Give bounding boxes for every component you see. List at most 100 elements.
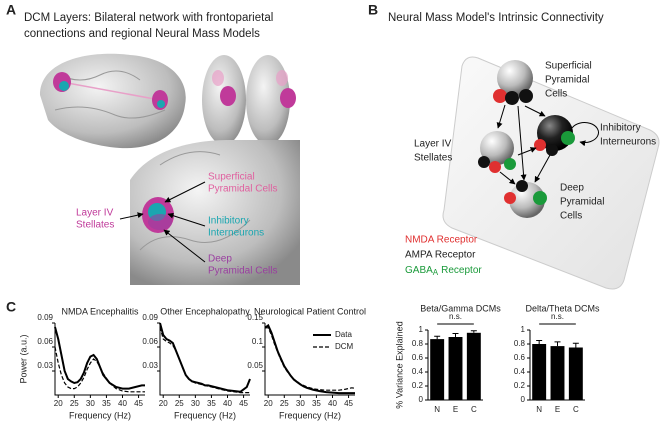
y-axis-label: Power (a.u.) bbox=[18, 334, 28, 383]
y-tick-label: 0 bbox=[419, 395, 424, 404]
x-tick-label: 45 bbox=[344, 399, 353, 408]
x-tick-label: 45 bbox=[134, 399, 143, 408]
neural-mass-diagram bbox=[442, 56, 660, 290]
x-tick-label: 20 bbox=[54, 399, 63, 408]
x-tick-label: C bbox=[573, 405, 579, 414]
label: Cells bbox=[560, 211, 582, 222]
x-tick-label: 30 bbox=[86, 399, 95, 408]
label: Deep bbox=[208, 254, 232, 265]
x-tick-label: 20 bbox=[264, 399, 273, 408]
y-tick-label: 0.05 bbox=[247, 361, 263, 370]
y-tick-label: 0.2 bbox=[412, 381, 424, 390]
x-axis-label: Frequency (Hz) bbox=[174, 410, 236, 420]
y-tick-label: 0.4 bbox=[412, 367, 424, 376]
annotation: n.s. bbox=[449, 312, 462, 321]
label: Cells bbox=[545, 89, 567, 100]
x-axis-label: Frequency (Hz) bbox=[69, 410, 131, 420]
label: Pyramidal Cells bbox=[208, 266, 277, 277]
axis bbox=[54, 323, 145, 396]
data-line bbox=[265, 327, 356, 391]
bar bbox=[430, 339, 445, 400]
y-tick-label: 0.2 bbox=[514, 381, 526, 390]
panel-letter: C bbox=[6, 299, 16, 315]
x-tick-label: 35 bbox=[312, 399, 321, 408]
y-tick-label: 0.8 bbox=[514, 339, 526, 348]
x-tick-label: 40 bbox=[223, 399, 232, 408]
y-tick-label: 0 bbox=[521, 395, 526, 404]
error-bar bbox=[470, 330, 477, 333]
x-tick-label: 25 bbox=[175, 399, 184, 408]
data-line bbox=[54, 326, 145, 390]
x-tick-label: 45 bbox=[239, 399, 248, 408]
legend-label: DCM bbox=[335, 342, 354, 351]
panel-letter: A bbox=[6, 2, 16, 18]
x-axis-label: Frequency (Hz) bbox=[279, 410, 341, 420]
x-tick-label: N bbox=[434, 405, 440, 414]
bar bbox=[532, 344, 547, 400]
y-tick-label: 0.8 bbox=[412, 339, 424, 348]
y-tick-label: 0.1 bbox=[252, 337, 264, 346]
bar bbox=[448, 337, 463, 400]
chart-title: Beta/Gamma DCMs bbox=[420, 303, 501, 313]
panel-title: DCM Layers: Bilateral network with front… bbox=[24, 12, 273, 24]
bar bbox=[568, 347, 583, 400]
receptor-label: GABAA Receptor bbox=[405, 265, 482, 277]
x-tick-label: E bbox=[555, 405, 560, 414]
label: Layer IV bbox=[414, 139, 452, 150]
label: Superficial bbox=[545, 61, 592, 72]
panel-title: connections and regional Neural Mass Mod… bbox=[24, 28, 260, 40]
error-bar bbox=[572, 342, 579, 348]
chart-title: Delta/Theta DCMs bbox=[525, 303, 600, 313]
label: Pyramidal bbox=[545, 75, 589, 86]
x-tick-label: 40 bbox=[328, 399, 337, 408]
label: Stellates bbox=[414, 153, 452, 164]
y-tick-label: 0.03 bbox=[142, 361, 158, 370]
y-tick-label: 0.09 bbox=[142, 313, 158, 322]
y-tick-label: 0.6 bbox=[412, 353, 424, 362]
data-line bbox=[159, 326, 250, 394]
legend-label: Data bbox=[335, 330, 352, 339]
annotation: n.s. bbox=[551, 312, 564, 321]
label: Layer IV bbox=[76, 208, 114, 219]
error-bar bbox=[434, 335, 441, 340]
x-tick-label: 25 bbox=[280, 399, 289, 408]
y-tick-label: 0.09 bbox=[37, 313, 53, 322]
error-bar bbox=[536, 340, 543, 344]
x-tick-label: 30 bbox=[191, 399, 200, 408]
panel-letter: B bbox=[368, 2, 378, 18]
error-bar bbox=[554, 341, 561, 347]
chart-title: NMDA Encephalitis bbox=[61, 306, 139, 316]
y-axis-label: % Variance Explained bbox=[394, 321, 404, 408]
x-tick-label: 20 bbox=[159, 399, 168, 408]
y-tick-label: 0.06 bbox=[142, 337, 158, 346]
panel-title: Neural Mass Model's Intrinsic Connectivi… bbox=[388, 12, 604, 24]
x-tick-label: 40 bbox=[118, 399, 127, 408]
y-tick-label: 0.4 bbox=[514, 367, 526, 376]
x-tick-label: C bbox=[471, 405, 477, 414]
y-tick-label: 0.15 bbox=[247, 313, 263, 322]
y-tick-label: 0.6 bbox=[514, 353, 526, 362]
y-tick-label: 1 bbox=[419, 325, 424, 334]
data-line bbox=[159, 322, 251, 393]
x-tick-label: 35 bbox=[102, 399, 111, 408]
x-tick-label: N bbox=[536, 405, 542, 414]
receptor-label: AMPA Receptor bbox=[405, 250, 476, 261]
label: Deep bbox=[560, 183, 584, 194]
label: Interneurons bbox=[600, 137, 656, 148]
error-bar bbox=[452, 333, 459, 337]
y-tick-label: 1 bbox=[521, 325, 526, 334]
bar bbox=[550, 346, 565, 400]
label: Superficial bbox=[208, 172, 255, 183]
label: Interneurons bbox=[208, 228, 264, 239]
label: Stellates bbox=[76, 220, 114, 231]
data-line bbox=[54, 346, 145, 393]
label: Inhibitory bbox=[208, 216, 249, 227]
x-tick-label: 25 bbox=[70, 399, 79, 408]
y-tick-label: 0.06 bbox=[37, 337, 53, 346]
x-tick-label: 30 bbox=[296, 399, 305, 408]
brain-illustration bbox=[40, 53, 300, 285]
axis bbox=[159, 323, 250, 396]
bar bbox=[466, 332, 481, 400]
chart-title: Neurological Patient Control bbox=[254, 306, 366, 316]
